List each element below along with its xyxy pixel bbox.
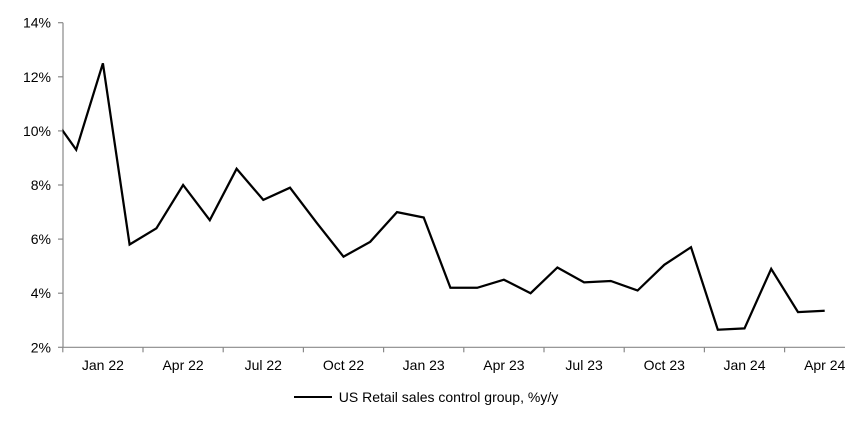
x-tick-label: Jan 22 [82,357,124,373]
legend-label: US Retail sales control group, %y/y [338,389,559,405]
chart-legend: US Retail sales control group, %y/y [0,388,852,406]
y-tick-label: 4% [31,285,51,301]
x-axis: Jan 22 Apr 22 Jul 22 Oct 22 Jan 23 Apr 23 Jul … [62,346,846,373]
x-tick-label: Jul 23 [565,357,603,373]
x-tick-label: Jan 24 [723,357,765,373]
y-tick-label: 12% [23,69,51,85]
x-tick-label: Jan 23 [403,357,445,373]
y-tick-label: 2% [31,339,51,355]
x-tick-label: Apr 22 [162,357,203,373]
legend-line-swatch [293,396,332,398]
y-axis: 2% 4% 6% 8% 10% 12% 14% [23,15,64,355]
x-tick-label: Jul 22 [245,357,283,373]
series-polyline [62,62,825,331]
x-tick-label: Oct 23 [644,357,685,373]
y-tick-label: 6% [31,231,51,247]
y-tick-label: 8% [31,177,51,193]
y-tick-label: 10% [23,123,51,139]
x-tick-label: Apr 23 [483,357,524,373]
x-tick-label: Apr 24 [804,357,845,373]
y-tick-label: 14% [23,15,51,31]
series-line [62,62,825,331]
x-tick-label: Oct 22 [323,357,364,373]
